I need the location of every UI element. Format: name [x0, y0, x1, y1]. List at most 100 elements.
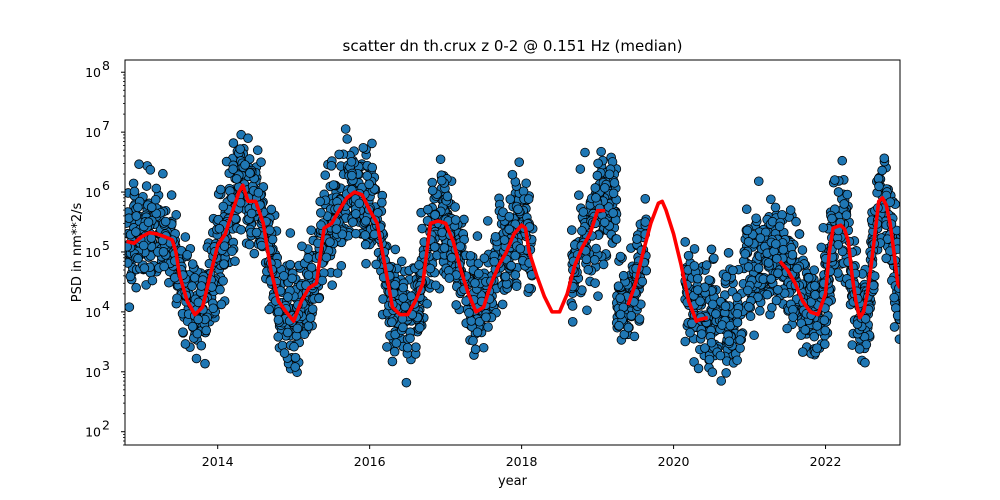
data-point: [704, 275, 714, 285]
data-point: [735, 335, 745, 345]
data-point: [282, 327, 293, 338]
data-point: [604, 169, 615, 180]
data-point: [732, 292, 742, 303]
data-point: [182, 250, 193, 260]
data-point: [279, 271, 289, 281]
data-point: [720, 301, 731, 311]
data-point: [273, 315, 284, 325]
data-point: [580, 147, 590, 158]
data-point: [192, 328, 203, 339]
data-point: [744, 302, 754, 312]
data-point: [435, 154, 446, 165]
data-point: [513, 204, 523, 215]
data-point: [187, 259, 198, 269]
data-point: [791, 216, 801, 227]
data-point: [881, 253, 891, 264]
data-point: [837, 155, 848, 166]
data-point: [251, 227, 262, 238]
data-point: [567, 316, 578, 327]
data-point: [578, 207, 589, 217]
data-point: [146, 202, 157, 213]
data-point: [422, 298, 432, 309]
data-point: [256, 157, 266, 167]
data-point: [803, 273, 814, 283]
y-tick-exponent: 2: [102, 418, 110, 433]
data-point: [387, 356, 398, 367]
data-point: [499, 235, 510, 245]
data-point: [732, 355, 742, 366]
data-point: [398, 282, 409, 293]
data-point: [303, 321, 314, 331]
data-point: [219, 241, 230, 251]
data-point: [860, 314, 871, 324]
y-tick-exponent: 4: [102, 298, 110, 313]
data-point: [721, 368, 731, 378]
data-point: [243, 133, 253, 144]
data-point: [598, 259, 609, 270]
data-point: [285, 259, 295, 270]
data-point: [889, 292, 899, 303]
data-point: [874, 181, 884, 192]
data-point: [797, 245, 808, 255]
data-point: [772, 253, 782, 264]
data-point: [626, 310, 637, 321]
y-tick-label: 10: [85, 305, 101, 320]
data-point: [892, 310, 900, 321]
data-point: [472, 231, 483, 241]
data-point: [442, 191, 453, 202]
data-point: [134, 159, 144, 170]
data-point: [589, 255, 600, 265]
data-point: [361, 258, 371, 269]
data-point: [390, 280, 400, 290]
data-point: [566, 225, 577, 235]
data-point: [430, 210, 440, 220]
data-point: [812, 321, 822, 331]
data-point: [629, 331, 640, 342]
data-point: [777, 209, 787, 220]
data-point: [524, 283, 534, 294]
data-point: [398, 322, 408, 333]
y-tick-exponent: 6: [102, 178, 110, 193]
data-point: [707, 299, 718, 310]
data-point: [227, 246, 237, 257]
y-tick-exponent: 8: [102, 58, 110, 73]
data-point: [320, 170, 331, 181]
data-point: [215, 184, 226, 195]
x-axis: 2014 2016 2018 2020 2022: [202, 445, 841, 469]
data-point: [401, 377, 412, 388]
x-axis-label: year: [498, 474, 528, 489]
data-point: [755, 233, 766, 243]
data-point: [131, 282, 141, 293]
data-point: [833, 187, 844, 197]
data-point: [125, 271, 136, 282]
data-point: [436, 175, 447, 186]
data-point: [180, 232, 191, 242]
data-point: [145, 165, 156, 175]
x-tick-label: 2016: [354, 454, 386, 469]
data-point: [171, 210, 182, 220]
data-point: [299, 329, 310, 340]
data-point: [336, 260, 347, 271]
data-point: [709, 253, 719, 264]
data-point: [240, 160, 250, 170]
data-point: [523, 194, 534, 204]
data-point: [762, 289, 772, 300]
data-point: [414, 260, 424, 270]
data-point: [685, 327, 695, 338]
data-point: [151, 183, 162, 194]
data-point: [218, 276, 228, 286]
plot-frame: [124, 59, 901, 446]
data-point: [133, 202, 143, 213]
data-point: [778, 244, 789, 255]
data-point: [711, 309, 721, 319]
data-point: [687, 318, 697, 329]
data-point: [619, 329, 630, 340]
data-point: [773, 268, 783, 279]
data-point: [704, 354, 715, 365]
data-point: [138, 240, 149, 251]
data-point: [193, 314, 204, 325]
data-point: [351, 209, 361, 219]
data-point: [196, 281, 207, 291]
data-point: [590, 278, 600, 288]
x-tick-label: 2018: [506, 454, 538, 469]
